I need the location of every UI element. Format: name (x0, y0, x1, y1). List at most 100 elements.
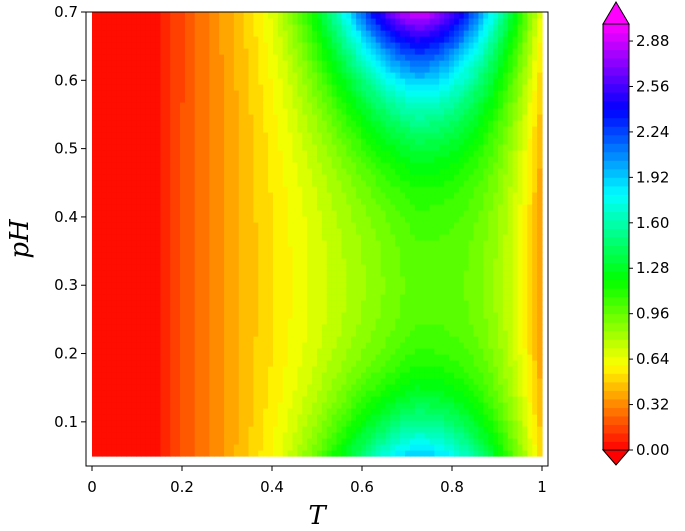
contour-cell (136, 348, 142, 355)
contour-cell (219, 342, 225, 349)
contour-cell (106, 120, 113, 127)
contour-cell (160, 192, 166, 199)
contour-cell (385, 114, 391, 121)
contour-cell (214, 426, 220, 433)
contour-cell (405, 282, 411, 289)
contour-cell (150, 324, 157, 331)
contour-cell (292, 390, 299, 397)
contour-cell (365, 222, 372, 229)
contour-cell (224, 426, 230, 433)
contour-cell (307, 312, 313, 319)
contour-cell (228, 180, 235, 187)
contour-cell (204, 426, 210, 433)
contour-cell (96, 438, 103, 445)
contour-cell (136, 300, 142, 307)
contour-cell (199, 270, 206, 277)
contour-cell (233, 240, 240, 247)
contour-cell (219, 234, 225, 241)
contour-cell (326, 402, 333, 409)
contour-cell (409, 252, 416, 259)
contour-cell (155, 372, 162, 379)
contour-cell (160, 168, 166, 175)
contour-cell (219, 300, 225, 307)
contour-cell (248, 354, 255, 361)
contour-cell (116, 450, 122, 457)
contour-cell (238, 384, 245, 391)
contour-cell (277, 108, 284, 115)
contour-cell (336, 438, 343, 445)
contour-cell (414, 150, 421, 157)
contour-cell (165, 108, 171, 115)
contour-cell (321, 114, 328, 121)
contour-cell (175, 168, 181, 175)
contour-cell (268, 330, 274, 337)
contour-cell (370, 84, 377, 91)
contour-cell (92, 78, 98, 85)
contour-cell (106, 186, 113, 193)
contour-cell (96, 390, 103, 397)
contour-cell (180, 54, 186, 61)
contour-cell (204, 24, 210, 31)
contour-cell (96, 234, 103, 241)
contour-cell (263, 108, 269, 115)
contour-cell (405, 384, 411, 391)
contour-cell (219, 96, 225, 103)
contour-cell (111, 234, 118, 241)
contour-cell (282, 276, 289, 283)
contour-cell (209, 336, 215, 343)
contour-cell (180, 426, 186, 433)
contour-cell (346, 450, 352, 457)
contour-cell (282, 414, 289, 421)
contour-cell (101, 192, 108, 199)
contour-cell (204, 246, 210, 253)
contour-cell (199, 390, 206, 397)
contour-cell (365, 246, 372, 253)
contour-cell (351, 18, 357, 25)
contour-cell (312, 414, 318, 421)
contour-cell (263, 258, 269, 265)
contour-cell (292, 30, 299, 37)
contour-cell (317, 300, 323, 307)
contour-cell (258, 174, 264, 181)
contour-cell (336, 252, 343, 259)
contour-cell (312, 384, 318, 391)
contour-cell (194, 438, 201, 445)
contour-cell (165, 174, 171, 181)
contour-cell (414, 354, 421, 361)
contour-cell (272, 168, 279, 175)
contour-cell (175, 84, 181, 91)
contour-cell (150, 372, 157, 379)
contour-cell (184, 12, 191, 19)
contour-cell (331, 366, 338, 373)
contour-cell (375, 138, 382, 145)
contour-cell (317, 180, 323, 187)
contour-cell (160, 384, 166, 391)
contour-cell (385, 360, 391, 367)
contour-cell (341, 66, 347, 73)
contour-cell (375, 222, 382, 229)
contour-cell (375, 90, 382, 97)
contour-cell (395, 384, 401, 391)
contour-cell (131, 312, 137, 319)
contour-cell (150, 24, 157, 31)
contour-cell (409, 102, 416, 109)
contour-cell (253, 126, 259, 133)
contour-cell (150, 18, 157, 25)
contour-cell (248, 48, 255, 55)
contour-cell (385, 438, 391, 445)
contour-cell (365, 228, 372, 235)
contour-cell (302, 24, 308, 31)
contour-cell (248, 12, 255, 19)
contour-cell (209, 312, 215, 319)
contour-cell (312, 42, 318, 49)
contour-cell (184, 72, 191, 79)
contour-cell (365, 372, 372, 379)
contour-cell (145, 450, 152, 457)
contour-cell (336, 72, 343, 79)
contour-cell (180, 306, 186, 313)
contour-cell (92, 330, 98, 337)
contour-cell (312, 216, 318, 223)
contour-cell (321, 366, 328, 373)
contour-cell (385, 324, 391, 331)
contour-cell (92, 138, 98, 145)
